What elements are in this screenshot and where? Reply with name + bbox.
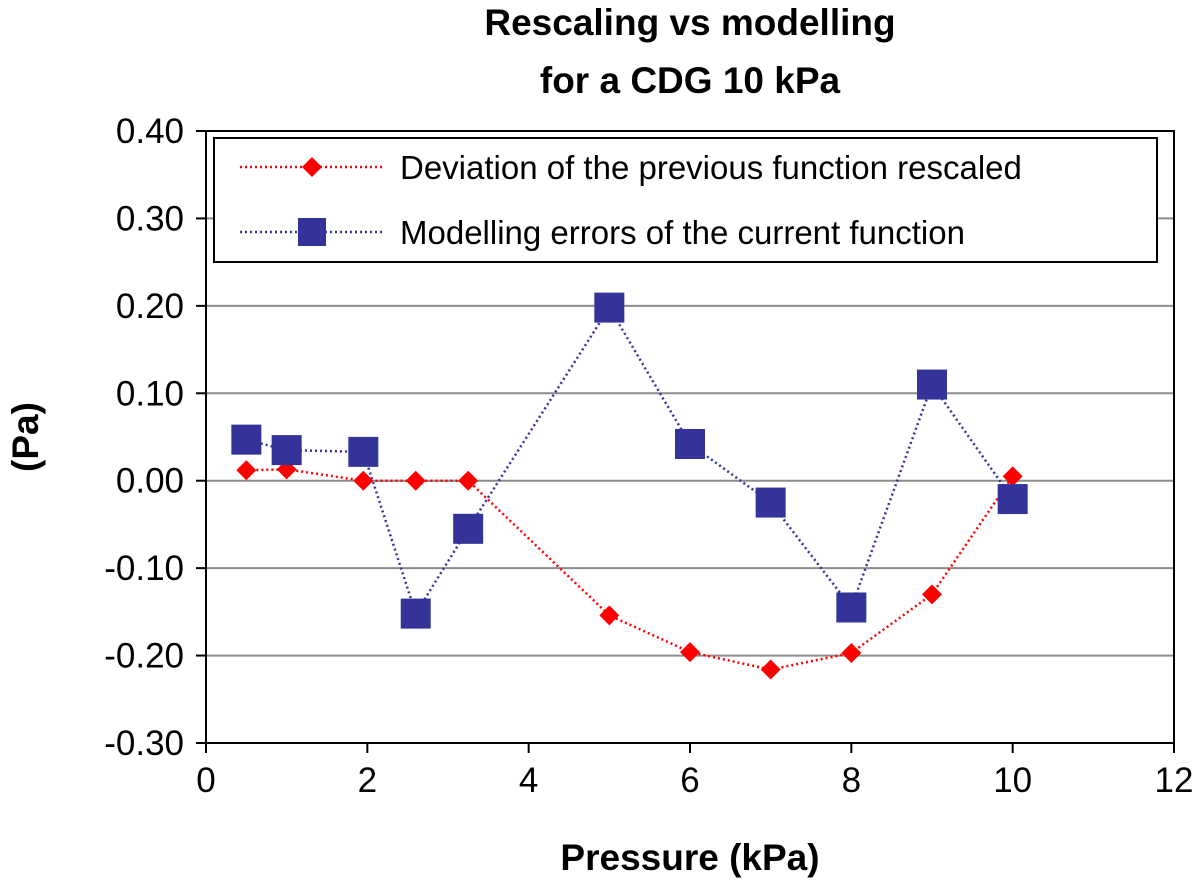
- data-point-series-1: [405, 470, 426, 491]
- y-tick-label: 0.40: [116, 112, 184, 151]
- legend-marker-series-1: [302, 157, 322, 177]
- data-point-series-2: [348, 436, 379, 467]
- data-point-series-1: [922, 584, 942, 605]
- data-point-series-1: [236, 460, 257, 481]
- data-point-series-2: [917, 369, 947, 400]
- axes: -0.30 -0.20 -0.10 0.00 0.10 0.20 0.30 0.40 0 2 4 6 8…: [104, 112, 1193, 800]
- legend-marker-series-2: [298, 218, 326, 246]
- data-point-series-1: [760, 659, 781, 680]
- chart-title-line-1: Rescaling vs modelling: [484, 2, 895, 43]
- x-tick-label: 8: [842, 761, 861, 800]
- x-tick-label: 6: [680, 761, 699, 800]
- legend: Deviation of the previous function resca…: [213, 137, 1158, 263]
- legend-label-series-1: Deviation of the previous function resca…: [400, 149, 1022, 186]
- series-line-1: [246, 468, 1014, 671]
- data-point-series-2: [755, 487, 786, 518]
- data-point-series-1: [841, 642, 862, 663]
- data-point-series-2: [400, 598, 431, 629]
- y-tick-label: 0.00: [116, 462, 184, 501]
- data-point-series-2: [997, 484, 1028, 515]
- x-tick-label: 2: [358, 761, 377, 800]
- legend-label-series-2: Modelling errors of the current function: [400, 214, 965, 251]
- y-tick-label: 0.20: [116, 287, 184, 326]
- legend-box: [213, 137, 1158, 263]
- x-axis-label: Pressure (kPa): [560, 837, 819, 878]
- data-point-series-2: [231, 424, 262, 455]
- y-tick-label: 0.10: [116, 374, 184, 413]
- data-point-series-1: [458, 470, 479, 491]
- data-point-series-2: [453, 513, 484, 544]
- data-point-series-2: [594, 292, 625, 323]
- data-point-series-1: [599, 605, 620, 626]
- data-point-series-2: [836, 592, 867, 623]
- chart-title-line-2: for a CDG 10 kPa: [540, 60, 841, 101]
- y-tick-label: -0.10: [104, 549, 184, 588]
- data-point-series-2: [675, 428, 705, 459]
- x-tick-label: 12: [1155, 761, 1194, 800]
- series: [231, 292, 1028, 680]
- data-point-series-1: [680, 642, 700, 663]
- x-tick-label: 10: [993, 761, 1032, 800]
- x-tick-label: 4: [519, 761, 538, 800]
- data-point-series-1: [1002, 466, 1023, 487]
- data-point-series-1: [353, 470, 374, 491]
- y-tick-label: -0.30: [104, 724, 184, 763]
- y-axis-label: (Pa): [5, 402, 46, 472]
- data-point-series-2: [271, 435, 302, 466]
- y-tick-label: 0.30: [116, 199, 184, 238]
- y-tick-label: -0.20: [104, 637, 184, 676]
- x-tick-label: 0: [196, 761, 215, 800]
